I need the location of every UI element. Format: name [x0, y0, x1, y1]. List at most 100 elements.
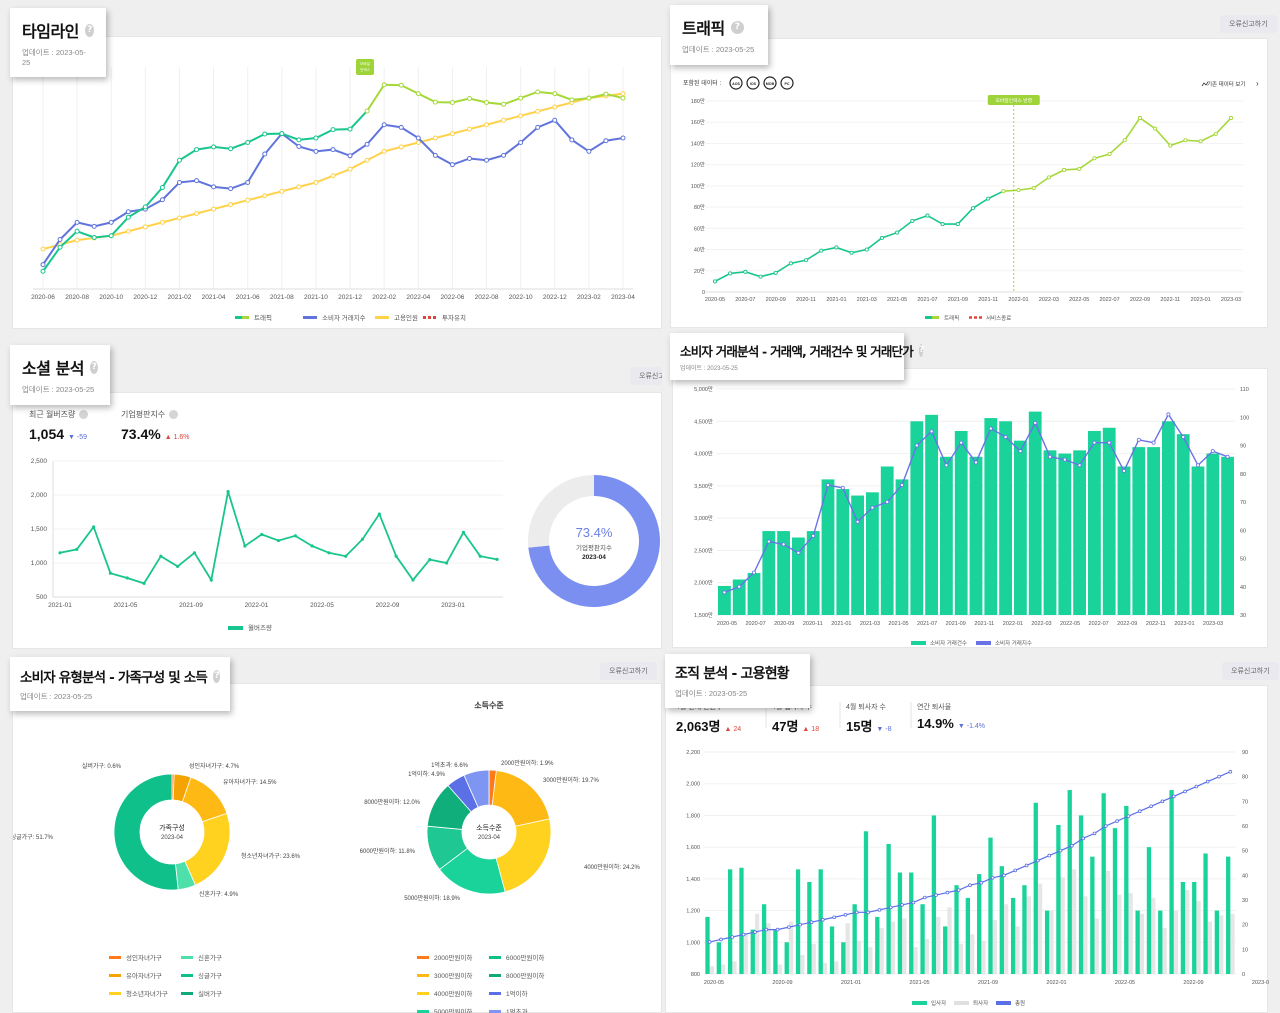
resign-bar	[902, 918, 907, 974]
legend-item[interactable]: 신혼가구	[181, 952, 241, 962]
x-tick-label: 2021-11	[974, 621, 994, 627]
transaction-bar	[1206, 453, 1220, 615]
y-tick-right: 50	[1240, 557, 1246, 563]
legend-item[interactable]: 성인자녀가구	[109, 952, 181, 962]
data-point	[466, 96, 472, 102]
mobile-index-badge	[356, 59, 374, 75]
data-point	[1171, 794, 1176, 799]
data-point	[377, 512, 381, 516]
resign-bar	[1094, 918, 1099, 974]
y-tick-right: 80	[1240, 472, 1246, 478]
x-tick-label: 2020-12	[133, 294, 157, 301]
resign-bar	[970, 934, 975, 974]
legend-item[interactable]: 1억초과	[489, 1006, 549, 1013]
legend-swatch	[417, 991, 429, 995]
transaction-bar	[984, 418, 998, 615]
resign-bar	[879, 928, 884, 974]
x-tick-label: 2021-04	[202, 294, 226, 301]
legend-item[interactable]: 2000만원이하	[417, 952, 489, 962]
data-point	[1092, 831, 1097, 836]
data-point	[914, 443, 919, 448]
data-point	[899, 483, 904, 488]
data-point	[381, 82, 387, 88]
hire-bar	[739, 867, 744, 974]
help-icon[interactable]: ?	[89, 360, 98, 374]
y-tick-right: 110	[1240, 387, 1249, 393]
error-report-button[interactable]: 오류신고하기	[1220, 15, 1277, 33]
legend-item[interactable]: 3000만원이하	[417, 970, 489, 980]
resign-bar	[732, 961, 737, 974]
hire-bar	[1158, 910, 1163, 974]
legend-item[interactable]: 5000만원이하	[417, 1006, 489, 1013]
data-point	[970, 206, 976, 211]
legend-label: 청소년자녀가구	[126, 991, 168, 998]
help-icon[interactable]: ?	[84, 23, 94, 37]
service-badge-label: 모바일인덱스 반영	[995, 97, 1032, 104]
data-point	[707, 940, 712, 944]
data-point	[855, 519, 860, 524]
error-report-button[interactable]: 오류신고하기	[630, 367, 662, 385]
data-point	[327, 551, 331, 555]
help-icon[interactable]: ?	[918, 344, 924, 357]
y-tick-right: 70	[1242, 799, 1248, 805]
hire-bar	[965, 897, 970, 974]
help-icon[interactable]	[79, 410, 89, 419]
hire-bar	[1033, 802, 1038, 974]
data-point	[864, 247, 869, 252]
data-point	[501, 117, 507, 123]
legend-item[interactable]: 유아자녀가구	[109, 970, 181, 980]
service-badge	[987, 95, 1040, 105]
family-slice-label: 청소년자녀가구: 23.6%	[241, 852, 301, 860]
legend-item[interactable]: 4000만원이하	[417, 988, 489, 998]
help-icon[interactable]	[169, 410, 179, 419]
legend-item[interactable]: 6000만원이하	[489, 952, 549, 962]
data-point	[364, 141, 370, 147]
transaction-bar	[777, 531, 790, 615]
income-slice-label: 4000만원이하: 24.2%	[584, 863, 640, 871]
legend-label: 성인자녀가구	[126, 955, 162, 962]
data-point	[1149, 804, 1153, 809]
resign-bar	[1151, 897, 1156, 974]
data-point	[398, 124, 404, 130]
data-point	[108, 571, 113, 575]
data-point	[313, 148, 319, 154]
help-icon[interactable]: ?	[212, 669, 220, 683]
error-report-button[interactable]: 오류신고하기	[1222, 662, 1279, 680]
y-tick-right: 0	[1242, 972, 1245, 978]
x-tick-label: 2020-06	[31, 294, 55, 301]
data-point	[310, 544, 314, 548]
data-point	[245, 197, 251, 203]
transaction-bar	[954, 430, 968, 615]
data-point	[879, 235, 884, 240]
x-tick-label: 2021-10	[304, 294, 328, 301]
legend-label: 소비자 거래지수	[322, 313, 366, 322]
data-point	[1210, 449, 1215, 454]
data-point	[1081, 836, 1085, 841]
legend-item[interactable]: 실버가구	[181, 988, 241, 998]
data-point	[798, 922, 803, 927]
legend-swatch	[181, 973, 193, 977]
data-point	[449, 100, 455, 106]
data-point	[569, 137, 575, 143]
legend-label: 6000만원이하	[506, 955, 545, 962]
legend-item[interactable]: 1억이하	[489, 988, 549, 998]
legend-item[interactable]: 싱글가구	[181, 970, 241, 980]
transaction-bar	[836, 489, 850, 615]
data-point	[296, 184, 302, 190]
page-title: 타임라인	[22, 22, 79, 41]
help-icon[interactable]: ?	[730, 20, 744, 34]
legend-item[interactable]: 8000만원이하	[489, 970, 549, 980]
kpi-delta: ▼ -1.4%	[957, 723, 986, 730]
platform-badge	[780, 76, 794, 90]
kpi-delta: ▲ 18	[802, 726, 820, 733]
resign-bar	[936, 916, 941, 974]
x-tick-label: 2021-06	[236, 294, 260, 301]
data-point	[535, 89, 541, 95]
legend-label: 입사자	[931, 999, 946, 1007]
timeline-panel: 2020-06 2020-08 2020-10 2020-12 2021-02 2021-…	[12, 36, 662, 329]
legend-swatch	[109, 973, 121, 977]
data-point	[40, 246, 46, 252]
data-point	[1151, 440, 1156, 445]
legend-item[interactable]: 청소년자녀가구	[109, 988, 181, 998]
error-report-button[interactable]: 오류신고하기	[600, 662, 657, 680]
